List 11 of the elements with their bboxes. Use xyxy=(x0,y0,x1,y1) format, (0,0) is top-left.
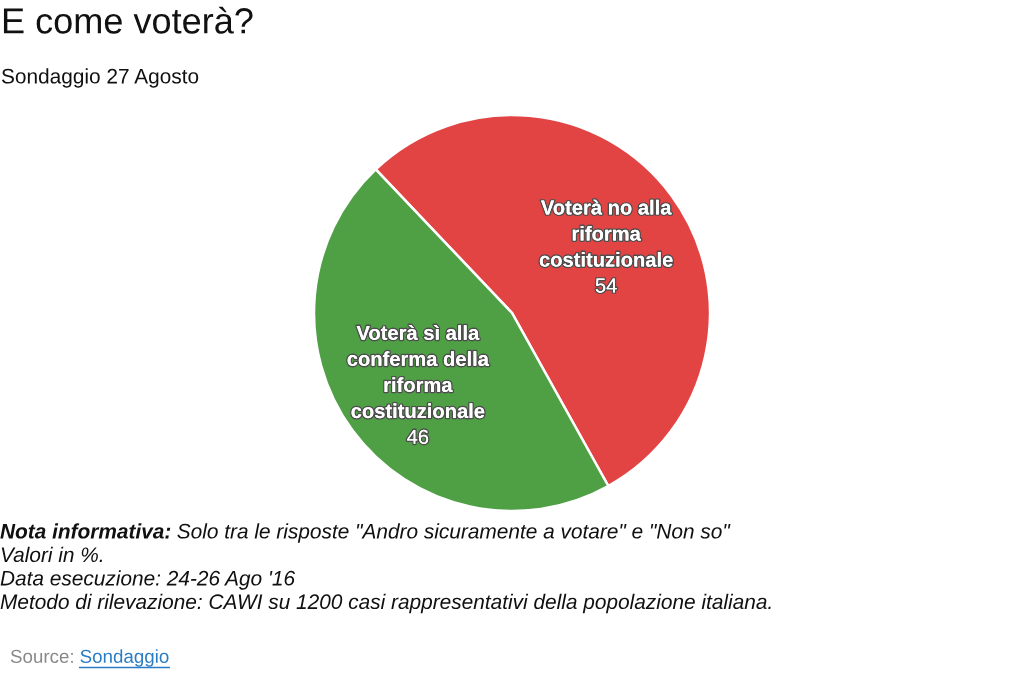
data-label: 54 xyxy=(595,278,617,293)
data-label: 46 xyxy=(407,429,429,444)
text: Nota informativa: Solo tra le risposte "Andro sicuramente a votare" e "Non so" xyxy=(0,523,731,543)
text: Data esecuzione: 24-26 Ago '16 xyxy=(0,570,296,590)
text: Valori in %. xyxy=(1,546,103,563)
text: Metodo di rilevazione: CAWI su 1200 casi rappresentativi della popolazione italiana. xyxy=(0,593,771,614)
slice-label: Voterà no alla riforma costituzionale xyxy=(539,199,673,267)
chart-title: E come voterà? xyxy=(3,6,253,34)
text: Sondaggio 27 Agosto xyxy=(1,68,199,88)
slice-label: Voterà sì alla conferma della riforma costituzionale xyxy=(347,324,490,419)
source-note: Source: Sondaggio xyxy=(10,649,169,667)
